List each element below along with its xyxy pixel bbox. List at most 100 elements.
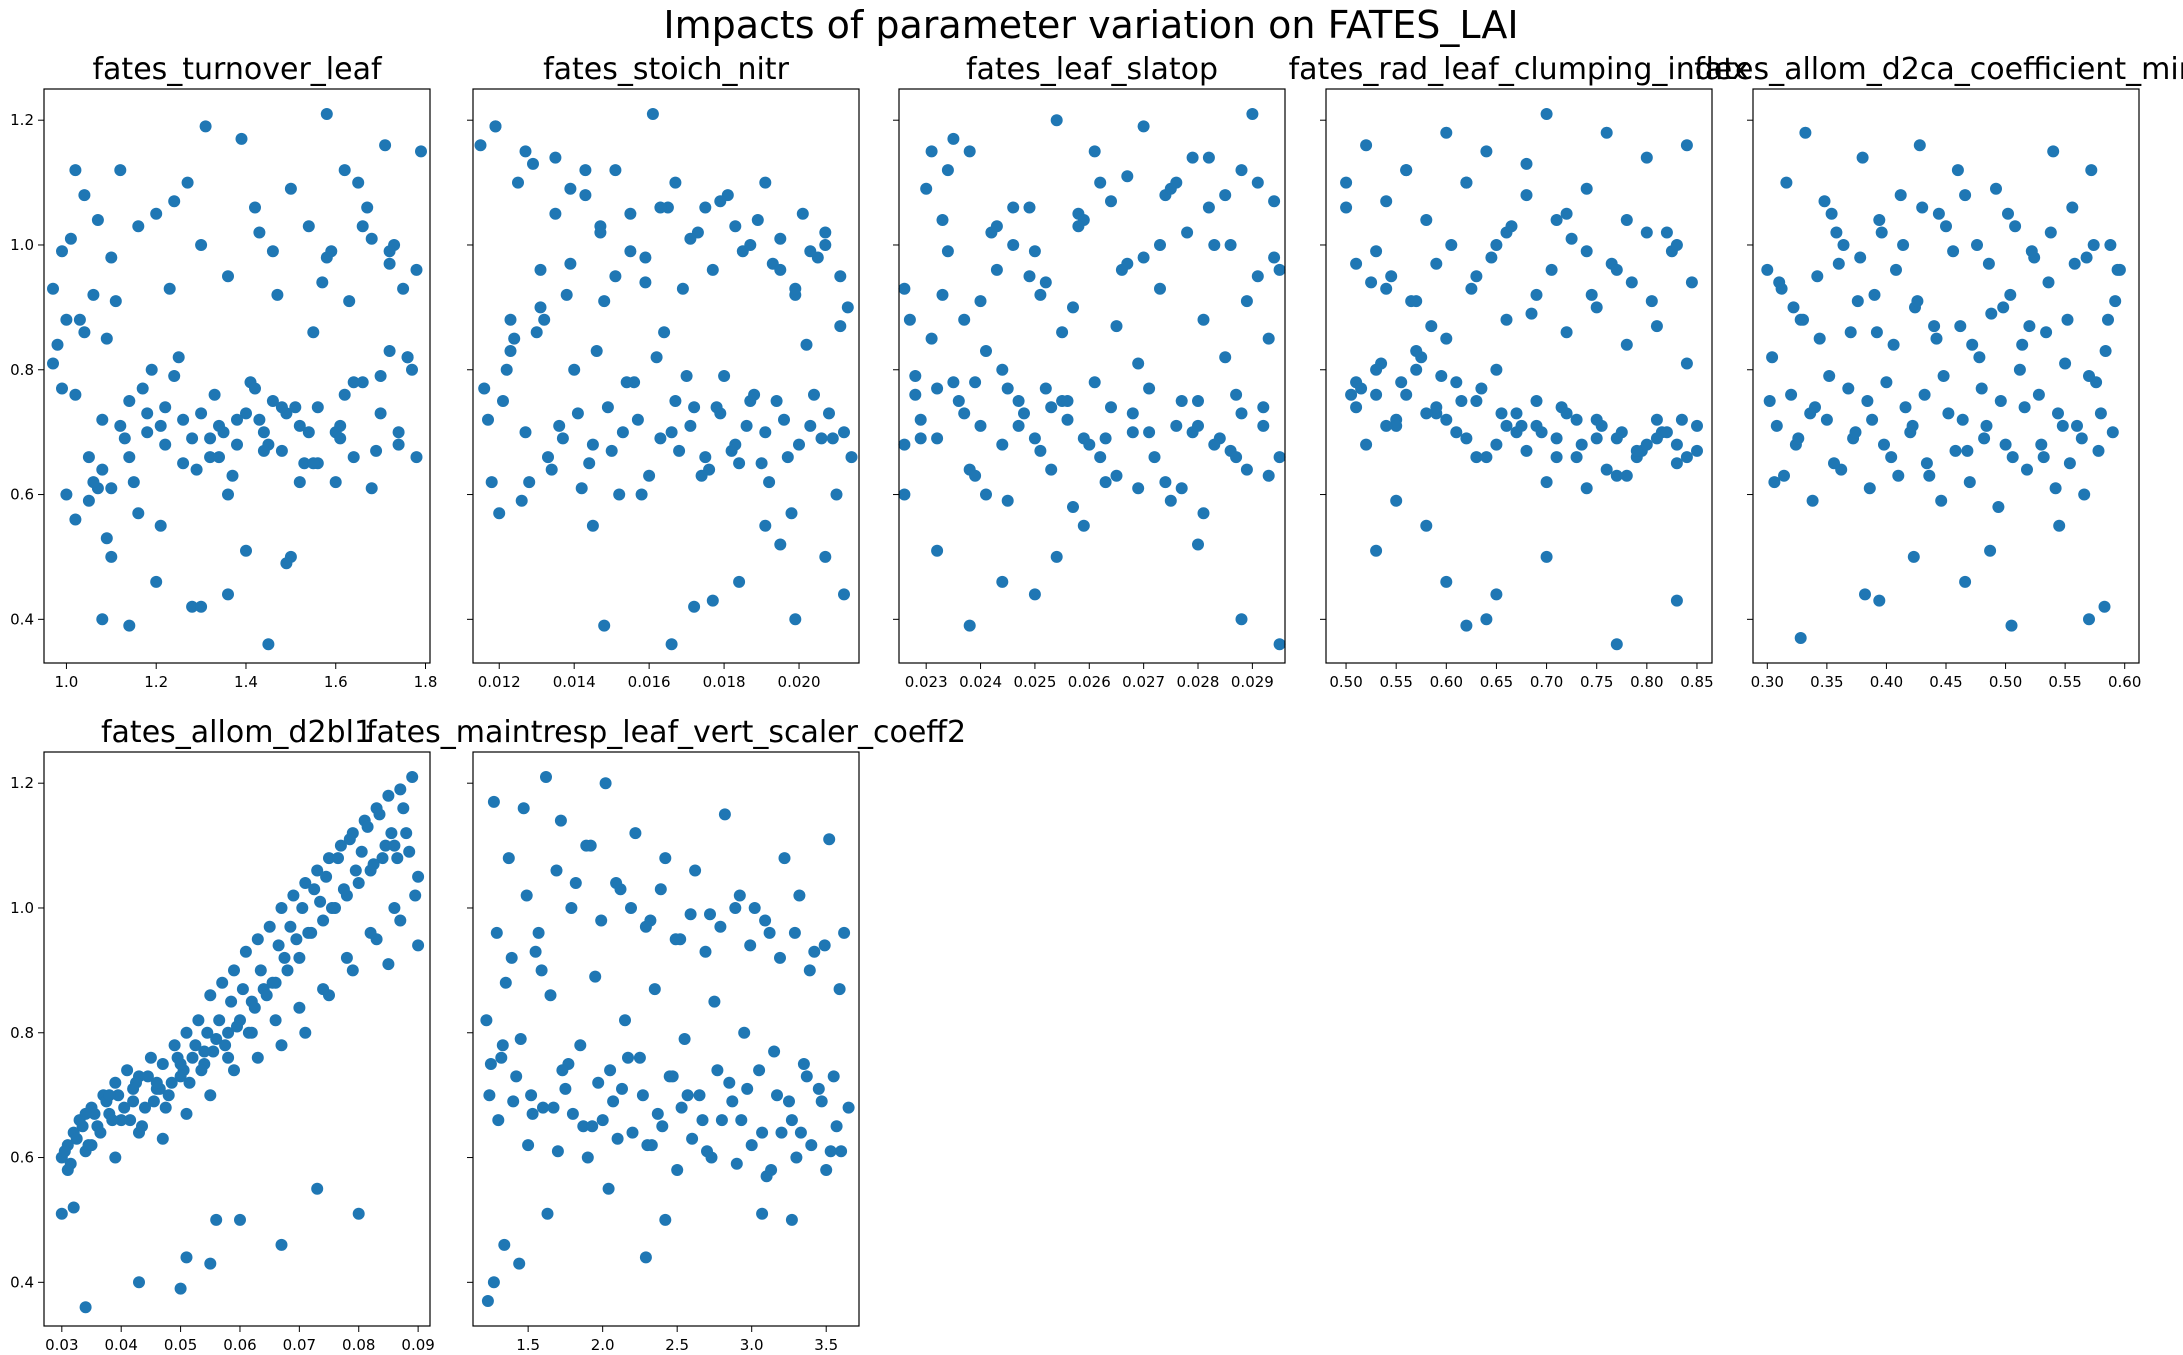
data-point [1224, 239, 1237, 251]
data-point [708, 995, 721, 1008]
data-point [51, 338, 64, 351]
subplot-title: fates_maintresp_leaf_vert_scaler_coeff2 [366, 715, 966, 750]
data-point [485, 476, 498, 489]
data-point [397, 802, 410, 815]
data-point [639, 920, 652, 933]
data-point [800, 1070, 813, 1083]
data-point [1034, 444, 1047, 457]
data-point [538, 313, 551, 326]
data-point [367, 858, 380, 871]
data-point [1811, 270, 1824, 283]
data-point [639, 1251, 652, 1264]
data-point [759, 176, 772, 189]
data-point [771, 1089, 783, 1102]
data-point [594, 226, 607, 239]
data-point [695, 469, 708, 482]
data-point [1590, 432, 1603, 445]
data-point [299, 877, 312, 889]
data-point [980, 488, 992, 501]
data-point [382, 958, 395, 971]
data-point [611, 1132, 624, 1145]
x-tick-label: 0.09 [401, 1336, 434, 1354]
data-point [753, 1064, 766, 1077]
data-point [251, 933, 264, 946]
data-point [808, 945, 821, 958]
y-tick-label: 1.0 [10, 899, 34, 917]
data-point [118, 1101, 131, 1114]
data-point [529, 945, 542, 958]
axes-frame [898, 88, 1286, 664]
data-point [554, 814, 567, 827]
x-tick-label: 0.026 [1068, 673, 1111, 691]
data-point [79, 1107, 92, 1120]
data-point [1859, 588, 1871, 601]
subplot-title: fates_turnover_leaf [92, 52, 382, 87]
data-point [2037, 451, 2050, 464]
data-point [64, 232, 77, 245]
data-point [1395, 376, 1408, 389]
data-point [1170, 419, 1183, 432]
data-point [293, 1001, 306, 1014]
x-tick-label: 2.5 [665, 1336, 689, 1354]
data-point [409, 889, 422, 902]
data-point [60, 488, 73, 501]
data-point [1420, 519, 1433, 532]
data-point [79, 1301, 92, 1314]
data-point [123, 619, 136, 632]
data-point [774, 232, 787, 245]
data-point [586, 1120, 599, 1133]
x-tick-label: 3.5 [814, 1336, 838, 1354]
data-point [793, 438, 805, 451]
data-point [2104, 239, 2117, 251]
data-point [271, 288, 284, 301]
data-point [109, 1076, 122, 1089]
data-point [659, 852, 672, 865]
data-point [996, 363, 1009, 376]
data-point [654, 201, 667, 214]
data-point [47, 357, 59, 370]
data-point [1345, 388, 1358, 401]
data-point [1455, 395, 1468, 407]
data-point [2106, 426, 2119, 439]
data-point [941, 245, 954, 258]
data-point [1620, 214, 1633, 226]
data-point [833, 983, 846, 996]
data-point [1640, 438, 1653, 451]
data-point [249, 201, 261, 214]
x-tick-label: 0.45 [1929, 673, 1962, 691]
data-point [2111, 263, 2124, 276]
data-point [254, 964, 267, 977]
data-point [379, 839, 392, 852]
data-point [317, 983, 330, 996]
x-tick-label: 0.65 [1480, 673, 1513, 691]
data-point [1854, 251, 1867, 264]
data-point [415, 145, 427, 158]
data-point [293, 951, 306, 964]
data-point [1230, 388, 1243, 401]
data-point [204, 989, 217, 1002]
data-point [729, 220, 742, 233]
subplot-title: fates_rad_leaf_clumping_index [1289, 52, 1750, 87]
data-point [1951, 164, 1964, 177]
data-point [819, 550, 832, 563]
data-point [174, 1058, 187, 1070]
data-point [392, 438, 405, 451]
data-point [1842, 382, 1855, 395]
data-point [290, 933, 303, 946]
data-point [1785, 388, 1798, 401]
data-point [619, 1014, 631, 1027]
data-point [2102, 313, 2114, 326]
data-point [2085, 164, 2098, 177]
data-point [234, 1213, 246, 1226]
data-point [830, 488, 843, 501]
data-point [1137, 251, 1150, 264]
data-point [1251, 270, 1264, 283]
data-point [1470, 451, 1483, 464]
x-tick-label: 0.07 [283, 1336, 316, 1354]
data-point [257, 444, 270, 457]
data-point [794, 1126, 807, 1139]
data-point [1175, 482, 1188, 495]
data-point [1110, 320, 1123, 333]
data-point [474, 139, 487, 152]
x-tick-label: 0.70 [1530, 673, 1563, 691]
